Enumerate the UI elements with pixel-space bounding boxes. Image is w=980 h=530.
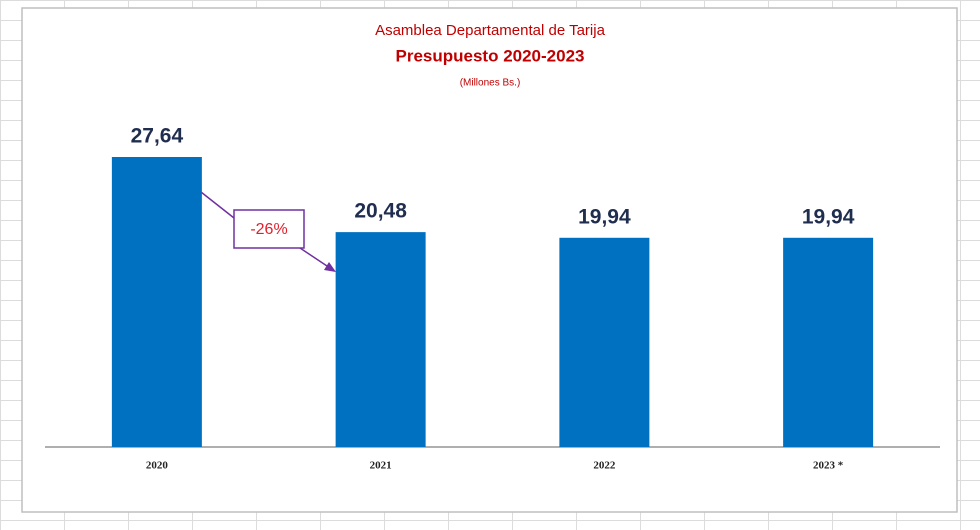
value-label: 19,94 bbox=[802, 205, 855, 228]
bar bbox=[783, 237, 874, 447]
arrow-head bbox=[324, 262, 336, 272]
annotation-box bbox=[233, 209, 305, 249]
bar bbox=[111, 157, 202, 447]
annotation-arrow bbox=[299, 247, 331, 269]
annotation-line bbox=[200, 191, 235, 219]
value-label: 19,94 bbox=[578, 205, 631, 228]
value-label: 27,64 bbox=[131, 125, 184, 148]
x-tick-label: 2022 bbox=[593, 460, 616, 472]
x-tick-label: 2023 * bbox=[813, 460, 844, 472]
bar bbox=[335, 232, 426, 447]
x-tick-label: 2021 bbox=[370, 460, 392, 472]
annotation: -26% bbox=[250, 221, 287, 238]
chart-note: (Millones Bs.) bbox=[460, 78, 521, 89]
chart-title: Asamblea Departamental de Tarija bbox=[375, 22, 606, 39]
chart-subtitle: Presupuesto 2020-2023 bbox=[396, 46, 585, 65]
value-label: 20,48 bbox=[354, 200, 407, 223]
bar bbox=[559, 237, 650, 447]
x-tick-label: 2020 bbox=[146, 460, 169, 472]
